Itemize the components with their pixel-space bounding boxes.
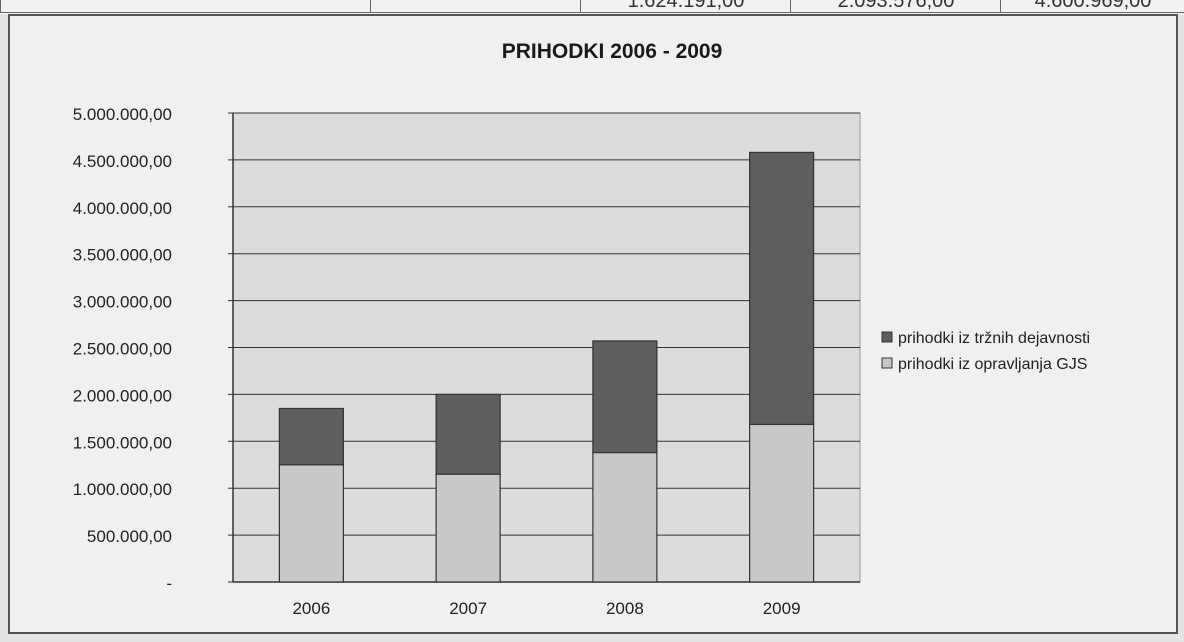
y-tick-label: 3.000.000,00 — [73, 293, 172, 312]
x-tick-label: 2006 — [292, 599, 330, 618]
legend-swatch — [881, 331, 893, 343]
bar-segment — [592, 340, 658, 454]
table-cell: 2.093.576,00 — [790, 0, 1001, 13]
table-cell: 1.624.191,00 — [580, 0, 791, 13]
bar-segment — [278, 464, 344, 583]
legend-swatch — [881, 357, 893, 369]
chart-title: PRIHODKI 2006 - 2009 — [502, 40, 723, 63]
table-cell: 4.600.969,00 — [1000, 0, 1184, 13]
bar-segment — [749, 151, 815, 426]
y-tick-label: 2.000.000,00 — [73, 386, 172, 405]
table-cell — [370, 0, 581, 13]
y-tick-label: 4.000.000,00 — [73, 199, 172, 218]
table-cell — [0, 0, 371, 13]
legend-label: prihodki iz opravljanja GJS — [898, 356, 1087, 373]
y-tick-label: 1.000.000,00 — [73, 480, 172, 499]
bar-segment — [592, 451, 658, 583]
y-tick-label: 3.500.000,00 — [73, 246, 172, 265]
y-tick-label: 5.000.000,00 — [73, 105, 172, 124]
bar-segment — [278, 407, 344, 466]
y-tick-label: 4.500.000,00 — [73, 152, 172, 171]
top-table-strip: 1.624.191,00 2.093.576,00 4.600.969,00 — [0, 0, 1184, 14]
legend-label: prihodki iz tržnih dejavnosti — [898, 330, 1090, 347]
bar-segment — [435, 473, 501, 583]
x-tick-label: 2008 — [606, 599, 644, 618]
y-tick-label: 500.000,00 — [87, 527, 172, 546]
x-tick-label: 2009 — [763, 599, 801, 618]
y-tick-label: 1.500.000,00 — [73, 433, 172, 452]
x-tick-label: 2007 — [449, 599, 487, 618]
bar-segment — [749, 423, 815, 583]
y-tick-label: - — [166, 574, 172, 593]
y-tick-label: 2.500.000,00 — [73, 340, 172, 359]
bar-segment — [435, 393, 501, 475]
